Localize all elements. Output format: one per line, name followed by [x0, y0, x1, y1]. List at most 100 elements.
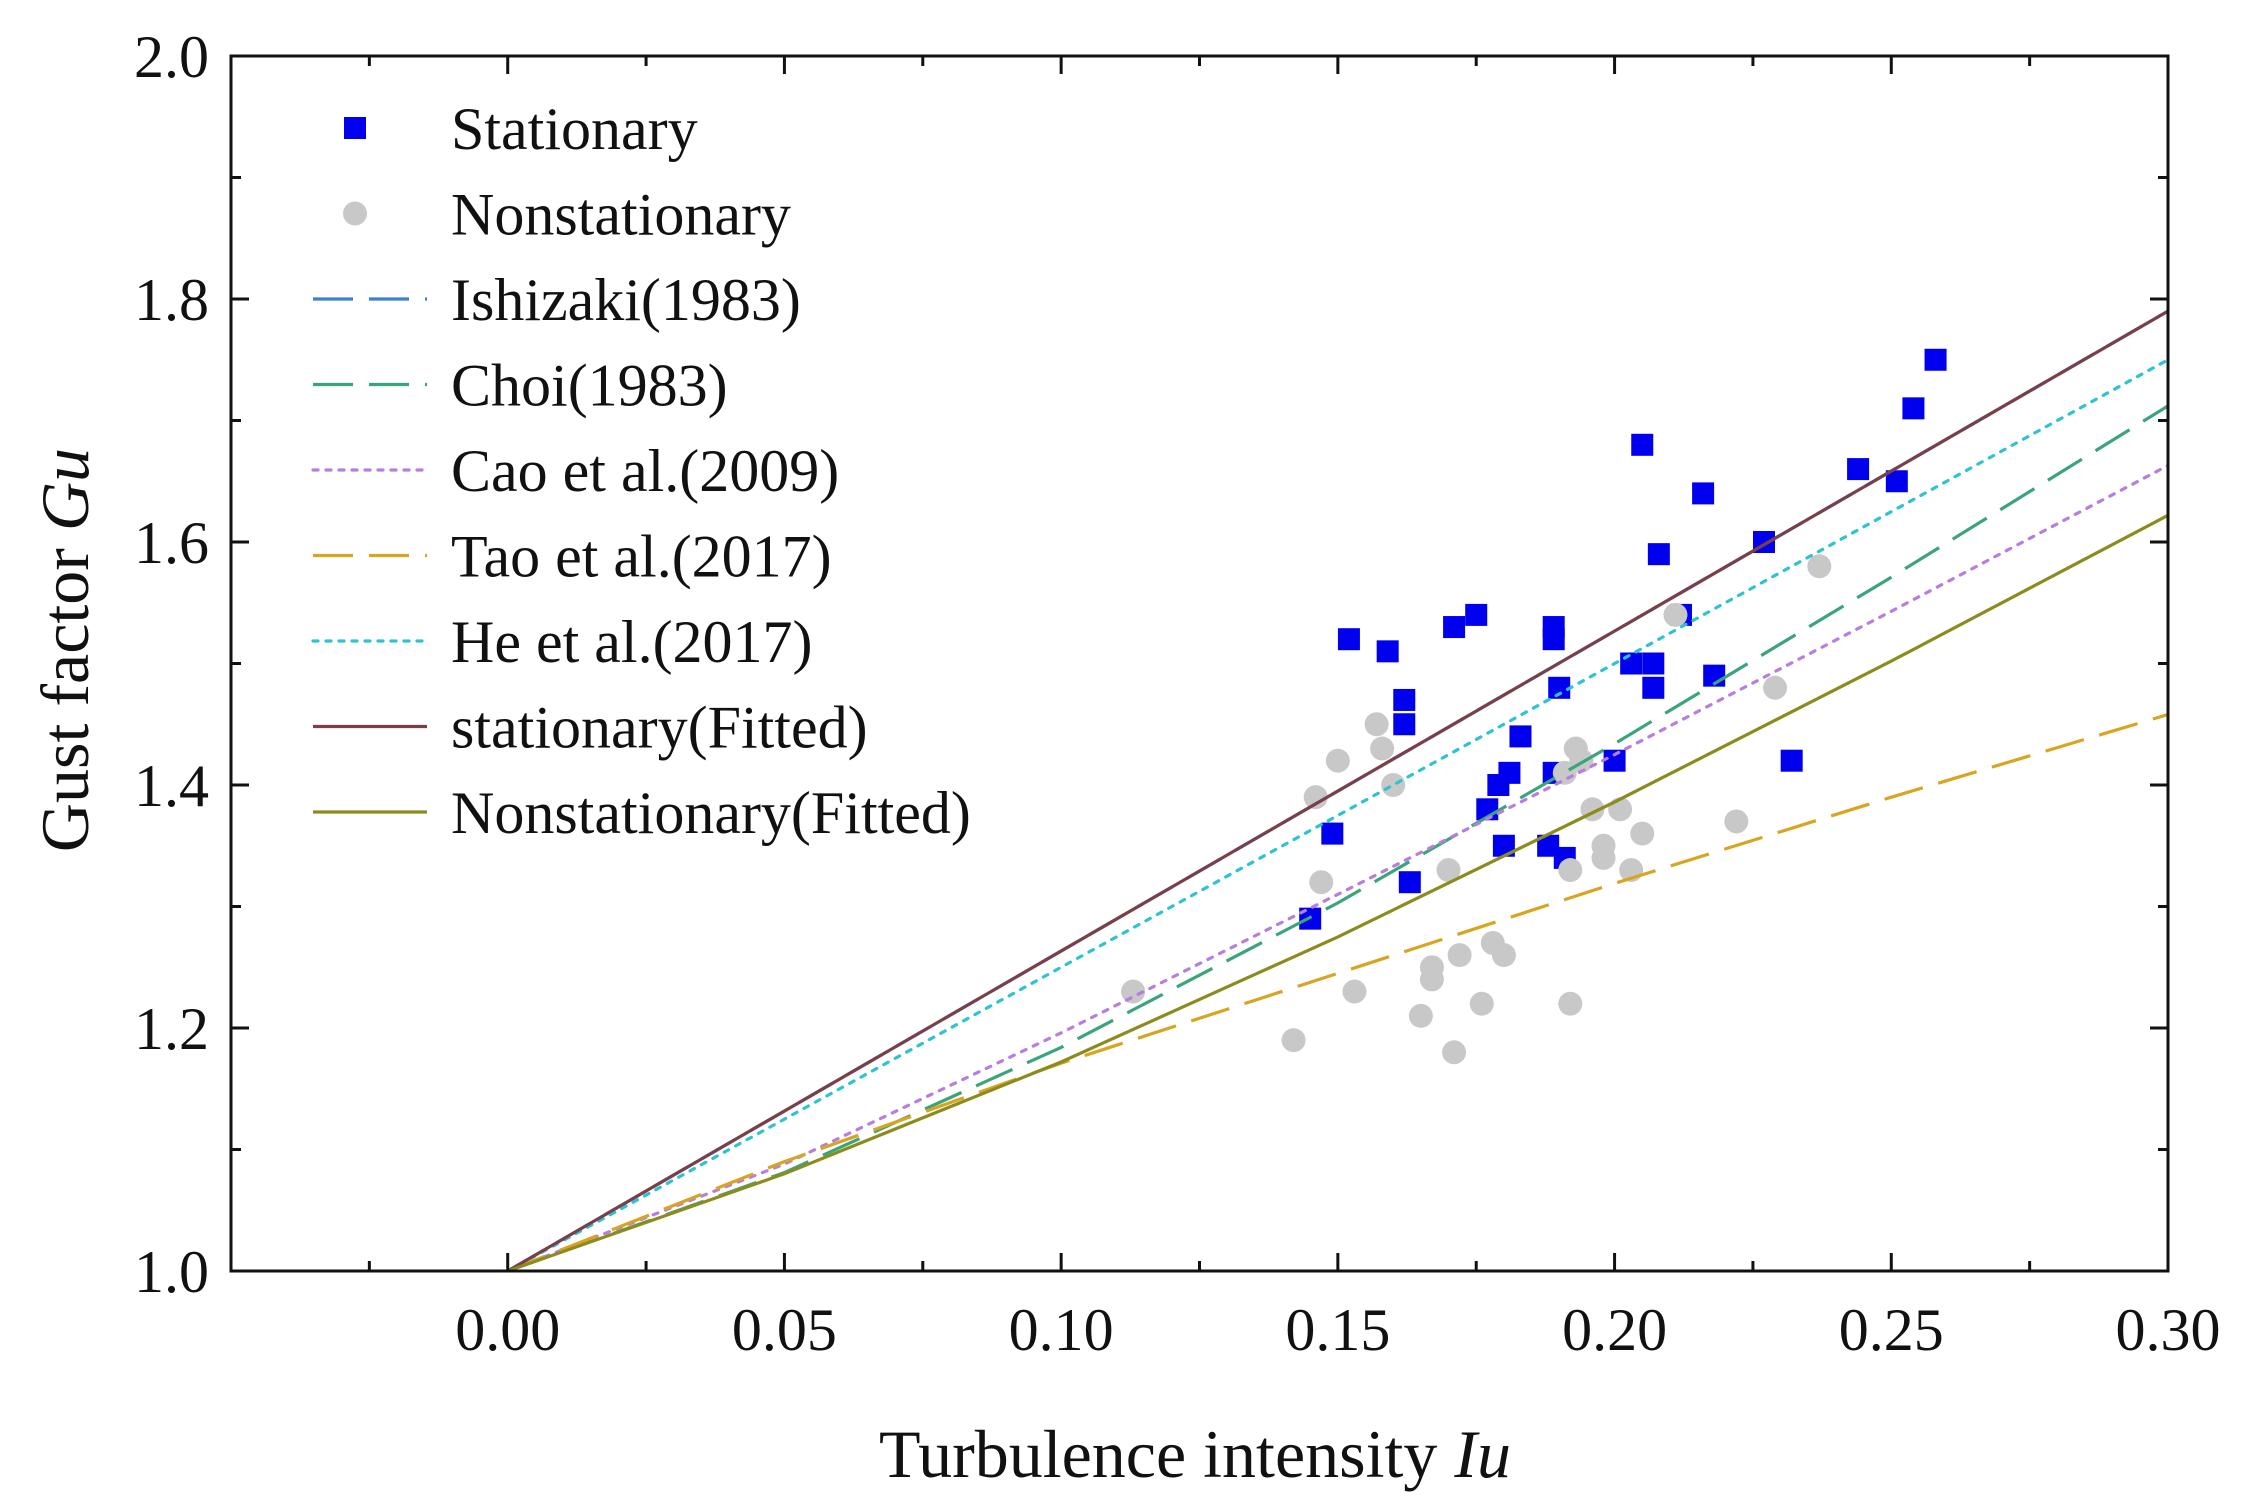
legend-label: Tao et al.(2017) [451, 524, 832, 590]
x-tick-label: 0.30 [2116, 1297, 2221, 1363]
y-tick-label: 2.0 [134, 24, 209, 90]
legend: Stationary Nonstationary Ishizaki(1983) Cho… [311, 96, 971, 846]
x-axis-symbol: Iu [1453, 1416, 1511, 1492]
y-tick-label: 1.0 [134, 1239, 209, 1305]
nonstationary-point [1325, 748, 1350, 773]
stationary-point [1642, 676, 1665, 699]
y-tick-label: 1.2 [134, 996, 209, 1062]
legend-square-marker [344, 117, 366, 139]
nonstationary-point [1370, 736, 1395, 761]
stationary-point [1321, 822, 1344, 845]
legend-circle-marker [343, 201, 367, 226]
x-axis-label: Turbulence intensity [879, 1416, 1437, 1492]
nonstationary-point [1419, 967, 1444, 992]
stationary-point [1603, 749, 1626, 772]
stationary-point [1692, 482, 1715, 505]
nonstationary-point [1442, 1040, 1467, 1065]
stationary-point [1443, 616, 1466, 639]
nonstationary-point [1309, 870, 1334, 895]
nonstationary-point [1303, 785, 1328, 810]
y-axis-symbol: Gu [27, 448, 103, 531]
nonstationary-point [1469, 991, 1494, 1016]
legend-item-he-et-al-2017: He et al.(2017) [311, 609, 813, 675]
nonstationary-point [1807, 554, 1832, 579]
nonstationary-point [1121, 979, 1146, 1004]
stationary-point [1498, 761, 1521, 784]
x-tick-label: 0.25 [1839, 1297, 1944, 1363]
x-tick-label: 0.05 [732, 1297, 837, 1363]
nonstationary-point [1763, 675, 1788, 700]
stationary-point [1780, 749, 1803, 772]
legend-item-tao-et-al-2017: Tao et al.(2017) [313, 524, 832, 590]
y-tick-label: 1.6 [134, 510, 209, 576]
nonstationary-point [1447, 943, 1472, 968]
nonstationary-point [1663, 602, 1688, 627]
legend-item-nonstationary: Nonstationary [343, 182, 791, 248]
stationary-point [1509, 725, 1532, 748]
stationary-point [1902, 397, 1925, 420]
stationary-point [1393, 713, 1416, 736]
nonstationary-point [1558, 858, 1583, 883]
legend-label: Stationary [451, 96, 698, 162]
nonstationary-point [1630, 821, 1655, 846]
stationary-point [1620, 652, 1643, 675]
legend-item-choi-1983: Choi(1983) [313, 353, 728, 419]
stationary-point [1492, 834, 1515, 857]
legend-label: Choi(1983) [451, 353, 728, 419]
stationary-point [1337, 628, 1360, 651]
stationary-point [1631, 433, 1654, 456]
y-tick-label: 1.8 [134, 267, 209, 333]
legend-item-stationary: Stationary [344, 96, 698, 162]
stationary-point [1537, 834, 1560, 857]
stationary-point [1465, 603, 1488, 626]
series-line-nonstationary-fitted [507, 513, 2168, 1271]
legend-label: Cao et al.(2009) [451, 438, 839, 504]
legend-label: Ishizaki(1983) [451, 267, 801, 333]
series-nonstationary [1121, 554, 1832, 1065]
x-tick-label: 0.00 [455, 1297, 560, 1363]
nonstationary-point [1281, 1028, 1306, 1053]
y-axis-title: Gust factor Gu [27, 448, 103, 852]
nonstationary-point [1591, 845, 1616, 870]
legend-label: Nonstationary(Fitted) [451, 780, 971, 846]
legend-label: He et al.(2017) [451, 609, 813, 675]
plot-data-layer [506, 309, 2168, 1271]
x-axis-title: Turbulence intensity Iu [879, 1416, 1511, 1492]
nonstationary-point [1364, 712, 1389, 737]
nonstationary-point [1381, 773, 1406, 797]
nonstationary-point [1724, 809, 1749, 834]
series-line-cao-et-al-2009 [506, 463, 2168, 1271]
stationary-point [1398, 871, 1421, 894]
nonstationary-point [1436, 858, 1461, 883]
y-axis-label: Gust factor [27, 548, 103, 852]
legend-label: Nonstationary [451, 182, 791, 248]
axis-ticks: 0.00 0.05 0.10 0.15 0.20 0.25 0.30 1.0 1.2 1.4 1.6… [134, 24, 2221, 1363]
stationary-point [1847, 458, 1870, 481]
x-tick-label: 0.20 [1562, 1297, 1667, 1363]
legend-item-ishizaki-1983: Ishizaki(1983) [313, 267, 801, 333]
x-tick-label: 0.15 [1285, 1297, 1390, 1363]
series-line-stationary-fitted [506, 309, 2168, 1271]
nonstationary-point [1552, 760, 1577, 785]
stationary-point [1885, 470, 1908, 493]
legend-item-cao-et-al-2009: Cao et al.(2009) [311, 438, 839, 504]
series-line-tao-et-al-2017 [507, 712, 2168, 1271]
stationary-point [1642, 652, 1665, 675]
stationary-point [1542, 628, 1565, 651]
series-stationary [1299, 348, 1947, 930]
series-line-he-et-al-2017 [506, 358, 2168, 1271]
nonstationary-point [1342, 979, 1367, 1004]
legend-label: stationary(Fitted) [451, 695, 868, 761]
nonstationary-point [1491, 943, 1516, 968]
stationary-point [1548, 676, 1571, 699]
stationary-point [1647, 543, 1670, 566]
nonstationary-point [1408, 1003, 1433, 1028]
legend-item-stationary-fitted: stationary(Fitted) [313, 695, 868, 761]
stationary-point [1924, 348, 1947, 371]
y-tick-label: 1.4 [134, 753, 209, 819]
legend-item-nonstationary-fitted: Nonstationary(Fitted) [313, 780, 971, 846]
stationary-point [1393, 688, 1416, 711]
x-tick-label: 0.10 [1009, 1297, 1114, 1363]
stationary-point [1376, 640, 1399, 663]
